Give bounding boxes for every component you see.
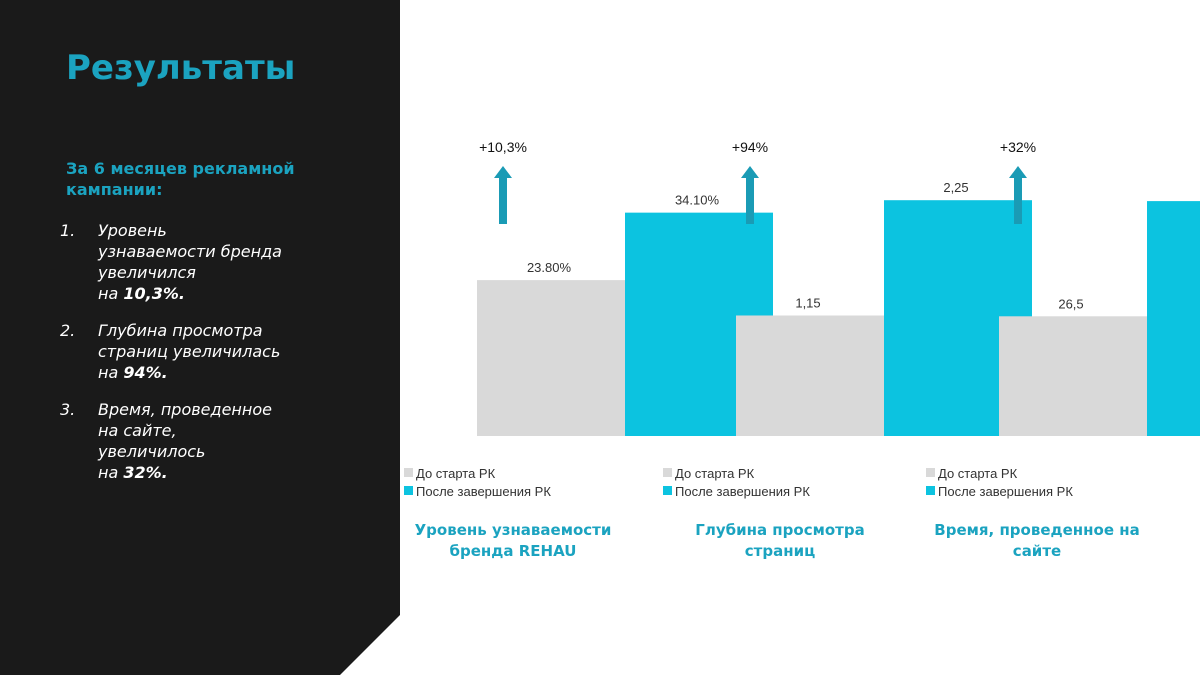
arrow-shaft xyxy=(1014,176,1022,224)
arrow-head xyxy=(1009,166,1027,178)
legend-label: После завершения РК xyxy=(675,484,810,499)
item-number: 2. xyxy=(60,321,76,340)
item-number: 1. xyxy=(60,221,76,240)
slide-subtitle: За 6 месяцев рекламной кампании: xyxy=(66,159,295,199)
legend-swatch xyxy=(926,486,935,495)
item-text-block: Глубина просмотра страниц увеличилась на … xyxy=(98,320,288,383)
arrow-shaft xyxy=(499,176,507,224)
legend-label: До старта РК xyxy=(938,466,1018,481)
legend-swatch xyxy=(404,486,413,495)
arrow-shaft xyxy=(746,176,754,224)
bar xyxy=(999,316,1147,436)
arrow-head xyxy=(741,166,759,178)
item-highlight: 32%. xyxy=(123,463,168,482)
data-label: 26,5 xyxy=(1058,296,1083,311)
legend-label: До старта РК xyxy=(675,466,755,481)
bar xyxy=(477,280,625,436)
list-item: 1. Уровень узнаваемости бренда увеличился… xyxy=(60,220,350,304)
chart-title: Глубина просмотра страниц xyxy=(695,521,865,560)
chart-title: Уровень узнаваемости бренда REHAU xyxy=(414,521,612,560)
slide-title: Результаты xyxy=(66,48,296,88)
legend-swatch xyxy=(926,468,935,477)
legend-label: После завершения РК xyxy=(938,484,1073,499)
left-panel xyxy=(0,0,400,675)
item-text-block: Время, проведенное на сайте, увеличилось… xyxy=(98,399,288,483)
arrow-head xyxy=(494,166,512,178)
annotation: +32% xyxy=(1000,139,1036,155)
data-label: 34.10% xyxy=(675,193,720,208)
item-prefix: на xyxy=(98,284,119,303)
legend-swatch xyxy=(663,486,672,495)
list-item: 2. Глубина просмотра страниц увеличилась н… xyxy=(60,320,350,383)
bar xyxy=(736,315,884,436)
item-prefix: на xyxy=(98,463,119,482)
annotation: +94% xyxy=(732,139,768,155)
list-item: 3. Время, проведенное на сайте, увеличило… xyxy=(60,399,350,483)
bar xyxy=(1147,201,1200,436)
legend-label: До старта РК xyxy=(416,466,496,481)
item-number: 3. xyxy=(60,400,76,419)
legend-swatch xyxy=(404,468,413,477)
data-label: 2,25 xyxy=(943,180,968,195)
item-text-block: Уровень узнаваемости бренда увеличился на… xyxy=(98,220,288,304)
annotation: +10,3% xyxy=(479,139,527,155)
legend-swatch xyxy=(663,468,672,477)
item-prefix: на xyxy=(98,363,119,382)
chart-title: Время, проведенное на сайте xyxy=(934,521,1140,560)
item-text: Глубина просмотра страниц увеличилась xyxy=(98,321,281,361)
item-text: Уровень узнаваемости бренда увеличился xyxy=(98,221,282,282)
legend-label: После завершения РК xyxy=(416,484,551,499)
data-label: 1,15 xyxy=(795,295,820,310)
item-list: 1. Уровень узнаваемости бренда увеличился… xyxy=(60,220,350,499)
item-highlight: 94%. xyxy=(123,363,168,382)
item-highlight: 10,3%. xyxy=(123,284,185,303)
item-text: Время, проведенное на сайте, увеличилось xyxy=(98,400,272,461)
data-label: 23.80% xyxy=(527,260,572,275)
